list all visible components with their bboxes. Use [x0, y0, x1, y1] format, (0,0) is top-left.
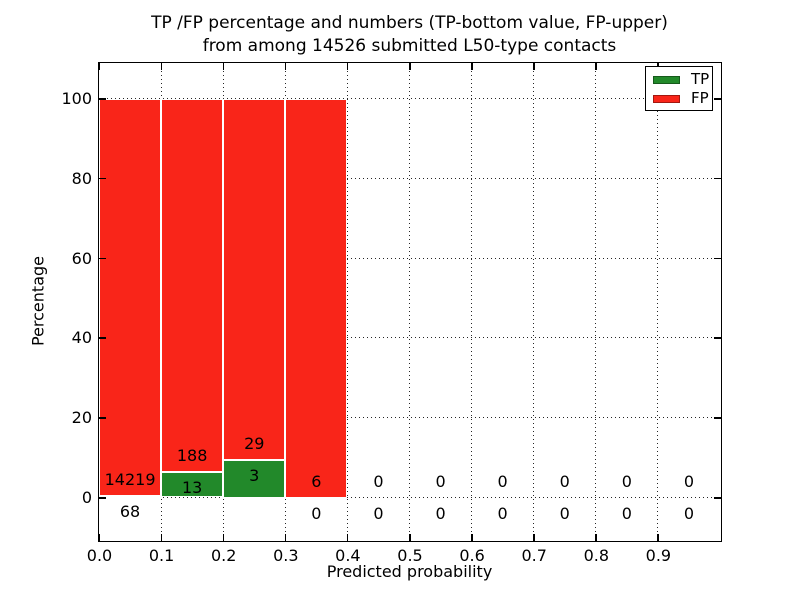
grid-hline-80 [99, 177, 721, 179]
fp-count-label-6: 0 [497, 471, 508, 491]
y-tick-label-80: 80 [71, 168, 92, 188]
grid-vline-0.7 [533, 63, 535, 541]
x-tick-top-0.6 [471, 63, 473, 70]
tp-count-label-2: 3 [249, 466, 260, 486]
y-tick-right-100 [714, 98, 721, 100]
tp-count-label-7: 0 [559, 503, 570, 523]
x-tick-label-0.6: 0.6 [459, 546, 485, 565]
x-tick-top-0.5 [409, 63, 411, 70]
y-tick-right-40 [714, 337, 721, 339]
fp-count-label-7: 0 [559, 471, 570, 491]
fp-count-label-0: 14219 [104, 469, 156, 489]
bar-fp-2 [223, 98, 286, 461]
chart-title-line2: from among 14526 submitted L50-type cont… [202, 36, 617, 56]
x-tick-label-0.7: 0.7 [521, 546, 547, 565]
x-tick-top-0.8 [595, 63, 597, 70]
y-tick-left-40 [99, 337, 106, 339]
grid-vline-0.5 [409, 63, 410, 541]
y-tick-right-0 [714, 497, 721, 499]
y-tick-right-80 [714, 177, 721, 180]
fp-count-label-4: 0 [373, 471, 384, 491]
y-tick-label-40: 40 [71, 328, 92, 348]
tp-count-label-9: 0 [683, 503, 695, 523]
x-tick-top-0.1 [160, 63, 163, 70]
x-tick-bottom-0.6 [471, 534, 473, 541]
grid-vline-0.4 [346, 63, 348, 541]
tp-count-label-8: 0 [621, 503, 632, 523]
x-tick-bottom-0.5 [409, 534, 411, 541]
x-tick-label-0.8: 0.8 [583, 546, 610, 565]
x-axis-label: Predicted probability [326, 562, 493, 581]
tp-count-label-1: 13 [181, 477, 203, 497]
grid-hline-0 [99, 497, 721, 498]
grid-hline-20 [99, 417, 721, 419]
x-tick-label-0.9: 0.9 [645, 546, 672, 565]
grid-hline-60 [99, 257, 721, 259]
legend-item-tp: TP [646, 70, 712, 89]
x-tick-bottom-0.7 [533, 534, 535, 541]
y-tick-label-20: 20 [71, 408, 92, 428]
x-tick-label-0.5: 0.5 [397, 546, 423, 565]
grid-hline-40 [99, 337, 721, 339]
fp-swatch [653, 94, 680, 103]
bar-fp-3 [285, 98, 348, 498]
y-tick-left-20 [99, 417, 106, 419]
y-tick-right-20 [714, 417, 721, 419]
y-tick-left-60 [99, 257, 106, 260]
y-tick-left-80 [99, 177, 106, 180]
legend-item-fp: FP [646, 89, 712, 108]
tp-count-label-4: 0 [373, 503, 384, 523]
y-tick-left-0 [99, 497, 106, 499]
tp-swatch [653, 75, 680, 84]
x-tick-label-0.3: 0.3 [273, 546, 299, 565]
x-tick-top-0.7 [533, 63, 535, 70]
bar-tp-2 [223, 460, 286, 498]
y-tick-right-60 [714, 257, 721, 260]
x-tick-top-0.0 [98, 63, 100, 70]
y-tick-label-60: 60 [71, 248, 92, 268]
x-tick-label-0.2: 0.2 [210, 546, 237, 565]
x-tick-label-0.4: 0.4 [335, 546, 361, 565]
fp-count-label-5: 0 [435, 471, 446, 491]
bar-tp-0 [99, 495, 162, 498]
bar-tp-1 [161, 471, 224, 498]
fp-count-label-2: 29 [244, 434, 265, 454]
plot-area: 14219 68 188 13 29 3 6 0 0 0 0 0 0 0 0 0 0 0 0 0 [98, 62, 722, 542]
y-tick-label-100: 100 [61, 89, 92, 108]
chart-title-line1: TP /FP percentage and numbers (TP-bottom… [151, 13, 668, 33]
x-tick-bottom-0.3 [284, 534, 287, 541]
fp-count-label-3: 6 [311, 471, 322, 491]
y-tick-label-0: 0 [81, 488, 92, 507]
x-tick-label-0.1: 0.1 [148, 546, 175, 565]
legend-label-tp: TP [691, 70, 710, 88]
fp-count-label-1: 188 [176, 445, 208, 465]
grid-vline-0.8 [595, 63, 597, 541]
bar-fp-1 [161, 98, 224, 472]
x-tick-bottom-0.2 [222, 534, 225, 541]
fp-count-label-8: 0 [621, 471, 632, 491]
tp-count-label-0: 68 [119, 501, 141, 521]
grid-hline-100 [99, 98, 721, 99]
tp-count-label-3: 0 [311, 503, 322, 523]
x-tick-top-0.3 [284, 63, 287, 70]
grid-vline-0.9 [657, 63, 659, 541]
legend-label-fp: FP [691, 89, 709, 107]
fp-count-label-9: 0 [683, 471, 695, 491]
x-tick-bottom-0.1 [160, 534, 163, 541]
x-tick-bottom-0.0 [98, 534, 100, 541]
x-tick-top-0.2 [222, 63, 225, 70]
legend-box: TP FP [645, 66, 713, 111]
grid-vline-0.6 [471, 63, 473, 541]
tp-count-label-5: 0 [435, 503, 446, 523]
x-tick-label-0.0: 0.0 [86, 546, 113, 565]
y-tick-left-100 [99, 98, 106, 100]
x-tick-bottom-0.9 [657, 534, 659, 541]
x-tick-bottom-0.8 [595, 534, 597, 541]
x-tick-bottom-0.4 [346, 534, 349, 541]
tp-count-label-6: 0 [497, 503, 508, 523]
bar-fp-0 [99, 98, 162, 496]
x-tick-top-0.4 [346, 63, 349, 70]
